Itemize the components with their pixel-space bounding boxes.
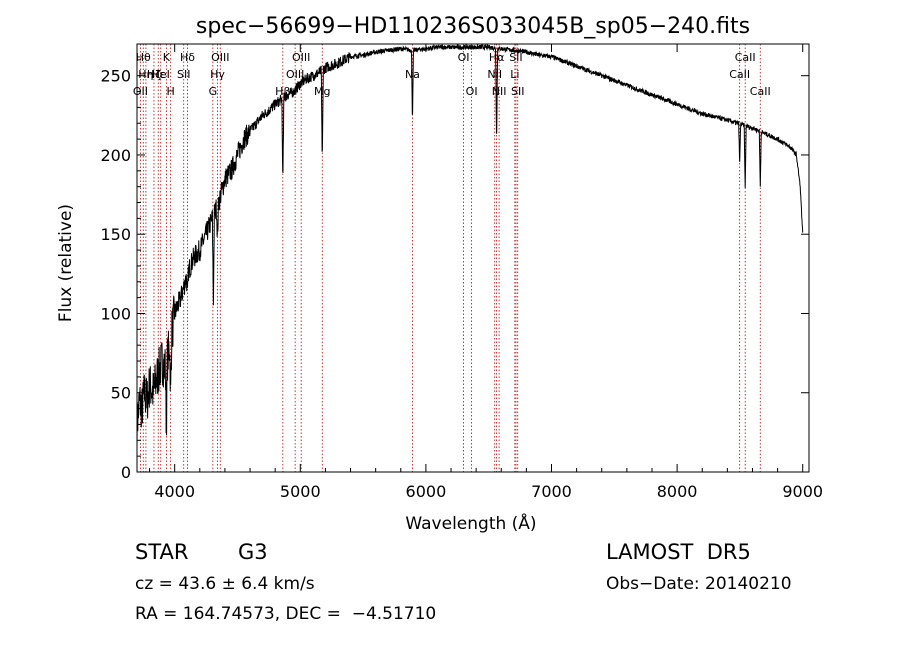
x-axis-label: Wavelength (Å) bbox=[405, 512, 536, 534]
plot-frame bbox=[136, 43, 810, 473]
line-marker-label: H bbox=[167, 85, 175, 98]
redshift-cz: cz = 43.6 ± 6.4 km/s bbox=[135, 574, 315, 594]
line-marker-label: OIII bbox=[286, 68, 304, 81]
x-axis-ticks: 4000 5000 6000 7000 8000 9000 bbox=[149, 44, 823, 501]
line-marker-label: Hδ bbox=[180, 51, 195, 64]
coordinates: RA = 164.74573, DEC = −4.51710 bbox=[135, 604, 437, 624]
line-marker-label: SII bbox=[511, 85, 524, 98]
line-marker-labels: OIIHθHηHζHεHeIKHHδSIIGHγOIIIHβOIIIOIIIMg… bbox=[133, 51, 771, 98]
y-tick-label: 50 bbox=[111, 384, 131, 403]
x-tick-label: 6000 bbox=[406, 482, 447, 501]
object-class: STAR bbox=[135, 540, 189, 564]
line-marker-label: SII bbox=[177, 68, 190, 81]
x-tick-label: 9000 bbox=[782, 482, 823, 501]
line-marker-label: CaII bbox=[735, 51, 756, 64]
y-axis-label: Flux (relative) bbox=[56, 204, 76, 322]
line-marker-label: SII bbox=[509, 51, 522, 64]
x-tick-label: 7000 bbox=[531, 482, 572, 501]
line-marker-label: OIII bbox=[292, 51, 310, 64]
y-tick-label: 200 bbox=[100, 146, 131, 165]
line-marker-label: Hα bbox=[489, 51, 505, 64]
line-marker-label: K bbox=[163, 51, 171, 64]
line-marker-label: HeI bbox=[152, 68, 170, 81]
line-marker-label: Mg bbox=[314, 85, 330, 98]
y-tick-label: 100 bbox=[100, 304, 131, 323]
y-tick-label: 0 bbox=[121, 463, 131, 482]
x-tick-label: 5000 bbox=[280, 482, 321, 501]
survey-name: LAMOST DR5 bbox=[606, 540, 751, 564]
y-tick-label: 150 bbox=[100, 225, 131, 244]
line-marker-label: OI bbox=[458, 51, 470, 64]
line-marker-label: Hη bbox=[138, 68, 153, 81]
spectral-subclass: G3 bbox=[238, 540, 268, 564]
line-marker-label: Na bbox=[405, 68, 420, 81]
line-marker-label: Hε bbox=[151, 68, 165, 81]
y-axis-ticks: 0 50 100 150 200 250 bbox=[100, 59, 809, 482]
line-marker-label: CaII bbox=[750, 85, 771, 98]
line-marker-label: OI bbox=[466, 85, 478, 98]
line-marker-label: Hγ bbox=[210, 68, 225, 81]
line-marker-label: Hζ bbox=[147, 68, 161, 81]
line-marker-label: Li bbox=[510, 68, 519, 81]
line-marker-label: Hθ bbox=[136, 51, 151, 64]
chart-title: spec−56699−HD110236S033045B_sp05−240.fit… bbox=[196, 14, 750, 39]
line-marker-label: CaII bbox=[729, 68, 750, 81]
line-marker-label: OIII bbox=[211, 51, 229, 64]
line-marker-label: NII bbox=[487, 68, 502, 81]
line-marker-label: NII bbox=[492, 85, 507, 98]
observation-date: Obs−Date: 20140210 bbox=[606, 574, 792, 594]
x-tick-label: 4000 bbox=[154, 482, 195, 501]
y-tick-label: 250 bbox=[100, 67, 131, 86]
x-tick-label: 8000 bbox=[657, 482, 698, 501]
spectrum-line bbox=[136, 43, 804, 449]
line-markers bbox=[139, 44, 761, 472]
line-marker-label: G bbox=[209, 85, 218, 98]
